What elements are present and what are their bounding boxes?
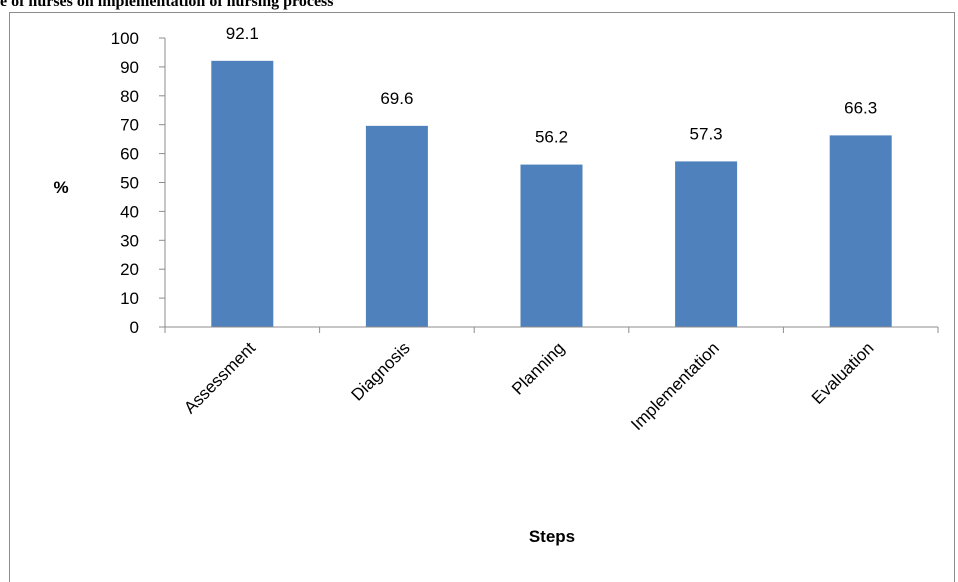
x-tick-label-planning: Planning	[508, 338, 568, 398]
data-label-diagnosis: 69.6	[380, 89, 413, 108]
data-label-evaluation: 66.3	[844, 98, 877, 117]
data-label-planning: 56.2	[535, 128, 568, 147]
x-tick-label-assessment: Assessment	[180, 338, 259, 417]
data-labels: 92.1 69.6 56.2 57.3 66.3	[226, 24, 877, 147]
y-tick-label: 30	[120, 231, 139, 250]
chart-frame	[9, 12, 955, 582]
data-label-implementation: 57.3	[690, 124, 723, 143]
bar-evaluation	[829, 135, 892, 327]
x-tick-label-implementation: Implementation	[627, 338, 723, 434]
y-tick-label: 20	[120, 260, 139, 279]
y-axis-title: %	[53, 178, 68, 197]
bar-assessment	[211, 60, 274, 328]
y-tick-label: 40	[120, 202, 139, 221]
bar-implementation	[675, 161, 738, 327]
x-axis-ticks: Assessment Diagnosis Planning Implementatio…	[164, 327, 939, 434]
x-axis-title: Steps	[529, 527, 575, 546]
figure-caption: ge of nurses on implementation of nursin…	[0, 0, 334, 10]
y-tick-label: 10	[120, 289, 139, 308]
y-tick-label: 70	[120, 116, 139, 135]
y-tick-label: 0	[130, 318, 139, 337]
y-tick-label: 50	[120, 174, 139, 193]
x-tick-label-diagnosis: Diagnosis	[348, 338, 414, 404]
data-label-assessment: 92.1	[226, 24, 259, 43]
y-tick-label: 60	[120, 145, 139, 164]
y-tick-label: 90	[120, 58, 139, 77]
bars	[211, 60, 892, 328]
x-tick-label-evaluation: Evaluation	[808, 338, 878, 408]
y-axis-ticks: 0 10 20 30 40 50 60 70 80 90 100	[111, 29, 165, 337]
bar-planning	[520, 164, 583, 327]
y-tick-label: 80	[120, 87, 139, 106]
bar-diagnosis	[365, 125, 428, 327]
y-tick-label: 100	[111, 29, 139, 48]
